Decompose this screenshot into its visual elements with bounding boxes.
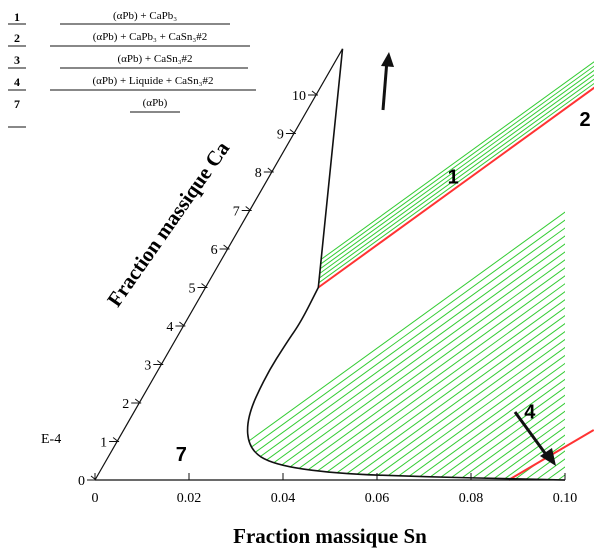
arrow-2-head — [381, 52, 394, 67]
tie-line — [247, 30, 594, 480]
x-ticks: 0 0.02 0.04 0.06 0.08 0.10 — [92, 473, 578, 506]
tie-line — [318, 48, 594, 288]
y-tick-arrow — [311, 90, 318, 96]
tie-line — [247, 30, 594, 480]
tie-line — [326, 30, 594, 480]
tie-line — [370, 30, 594, 480]
y-tick-label: 7 — [233, 205, 240, 220]
y-tick-label: 8 — [255, 166, 262, 181]
tie-line — [546, 30, 594, 480]
legend-num-7: 7 — [14, 97, 20, 111]
y-tick-label: 0 — [78, 474, 85, 489]
arrow-4-head — [540, 448, 556, 466]
tie-line — [458, 30, 594, 480]
tie-line — [271, 30, 594, 480]
legend-num-2: 2 — [14, 31, 20, 45]
y-tick-label: 1 — [100, 436, 107, 451]
y-tick-arrow — [112, 437, 119, 442]
y-tick-arrow — [201, 283, 207, 288]
y-tick-arrow — [223, 244, 229, 250]
tie-line — [491, 30, 594, 480]
y-tick-label: 3 — [144, 359, 151, 374]
legend-text-7: (αPb) — [143, 97, 168, 109]
tie-line — [318, 48, 594, 288]
arrow-4 — [513, 411, 556, 466]
tie-line — [342, 48, 594, 288]
tie-line — [318, 48, 594, 288]
tie-line — [425, 30, 594, 480]
legend-text-3: (αPb) + CaSn₃#2 — [117, 53, 192, 65]
tie-line — [247, 30, 594, 480]
left-edge-axis — [94, 48, 344, 481]
y-tick-arrow — [90, 475, 97, 481]
tie-line — [348, 30, 594, 480]
y-tick-arrow — [245, 206, 252, 211]
three-phase-boundary-upper — [317, 86, 594, 289]
y-ticks: 0 1 2 3 4 5 6 7 8 9 10 — [78, 89, 318, 489]
legend: 1 (αPb) + CaPb₃ 2 (αPb) + CaPb₃ + CaSn₃#… — [8, 10, 256, 128]
tie-line — [354, 48, 594, 288]
x-tick-label: 0.02 — [177, 491, 202, 506]
y-tick-label: 9 — [277, 128, 284, 143]
x-tick-label: 0.06 — [365, 491, 390, 506]
x-axis-title: Fraction massique Sn — [233, 524, 427, 548]
y-tick-arrow — [179, 321, 185, 327]
phase-boundary-curve — [246, 48, 566, 481]
tie-line — [247, 30, 594, 480]
region-label-1: 1 — [448, 167, 459, 189]
legend-text-2: (αPb) + CaPb₃ + CaSn₃#2 — [93, 31, 207, 43]
tie-line — [337, 30, 594, 480]
x-tick-label: 0.10 — [553, 491, 578, 506]
tie-line — [392, 30, 594, 480]
tie-line — [359, 30, 594, 480]
tie-line — [315, 30, 594, 480]
legend-num-4: 4 — [14, 75, 20, 89]
tie-line — [249, 30, 594, 480]
tie-line — [403, 30, 594, 480]
y-tick-label: 5 — [189, 282, 196, 297]
y-tick-arrow — [289, 129, 296, 134]
x-tick-label: 0.08 — [459, 491, 484, 506]
y-scale-label: E-4 — [41, 432, 61, 447]
x-tick-label: 0 — [92, 491, 99, 506]
tie-line — [282, 30, 594, 480]
y-tick-arrow — [134, 398, 141, 404]
tie-line — [381, 30, 594, 480]
y-tick-label: 10 — [292, 89, 306, 104]
arrow-2 — [381, 52, 394, 111]
legend-num-3: 3 — [14, 53, 20, 67]
region-label-4: 4 — [524, 401, 536, 423]
tie-line — [247, 30, 594, 480]
legend-num-1: 1 — [14, 10, 20, 24]
y-axis-title: Fraction massique Ca — [102, 136, 234, 311]
tie-lines-region-1 — [318, 48, 594, 288]
region-label-2: 2 — [579, 109, 590, 131]
region-labels: 13724 — [176, 109, 591, 466]
legend-text-1: (αPb) + CaPb₃ — [113, 10, 177, 22]
y-tick-label: 2 — [122, 397, 129, 412]
y-tick-label: 6 — [211, 243, 218, 258]
tie-line — [318, 48, 594, 288]
arrow-4-shaft — [513, 411, 552, 461]
tie-line — [304, 30, 594, 480]
x-tick-label: 0.04 — [271, 491, 296, 506]
region-label-7: 7 — [176, 444, 187, 466]
y-tick-arrow — [156, 360, 163, 365]
tie-line — [318, 48, 594, 288]
arrow-2-shaft — [381, 59, 389, 111]
y-tick-label: 4 — [166, 320, 173, 335]
legend-text-4: (αPb) + Liquide + CaSn₃#2 — [93, 75, 214, 87]
tie-line — [447, 30, 594, 480]
tie-line — [293, 30, 594, 480]
tie-line — [318, 48, 594, 288]
y-tick-arrow — [267, 167, 274, 173]
tie-line — [436, 30, 594, 480]
tie-line — [414, 30, 594, 480]
